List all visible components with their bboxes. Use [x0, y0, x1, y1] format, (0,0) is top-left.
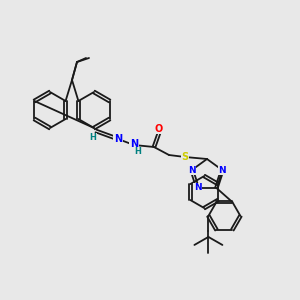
- Text: N: N: [130, 139, 138, 149]
- Text: N: N: [188, 166, 196, 175]
- Text: H: H: [135, 148, 141, 157]
- Text: N: N: [218, 166, 226, 175]
- Text: N: N: [114, 134, 122, 144]
- Text: O: O: [155, 124, 163, 134]
- Text: N: N: [194, 183, 201, 192]
- Text: S: S: [182, 152, 189, 162]
- Text: H: H: [90, 134, 96, 142]
